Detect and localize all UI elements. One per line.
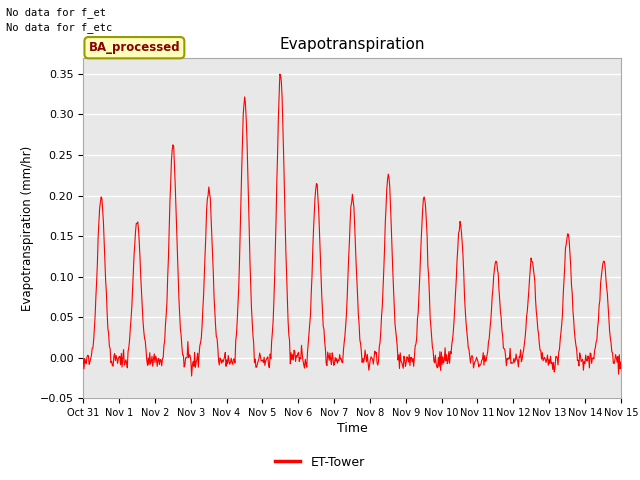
Title: Evapotranspiration: Evapotranspiration (279, 37, 425, 52)
Legend: ET-Tower: ET-Tower (270, 451, 370, 474)
Text: No data for f_et: No data for f_et (6, 7, 106, 18)
Y-axis label: Evapotranspiration (mm/hr): Evapotranspiration (mm/hr) (21, 145, 34, 311)
Text: No data for f_etc: No data for f_etc (6, 22, 113, 33)
X-axis label: Time: Time (337, 422, 367, 435)
Text: BA_processed: BA_processed (88, 41, 180, 54)
